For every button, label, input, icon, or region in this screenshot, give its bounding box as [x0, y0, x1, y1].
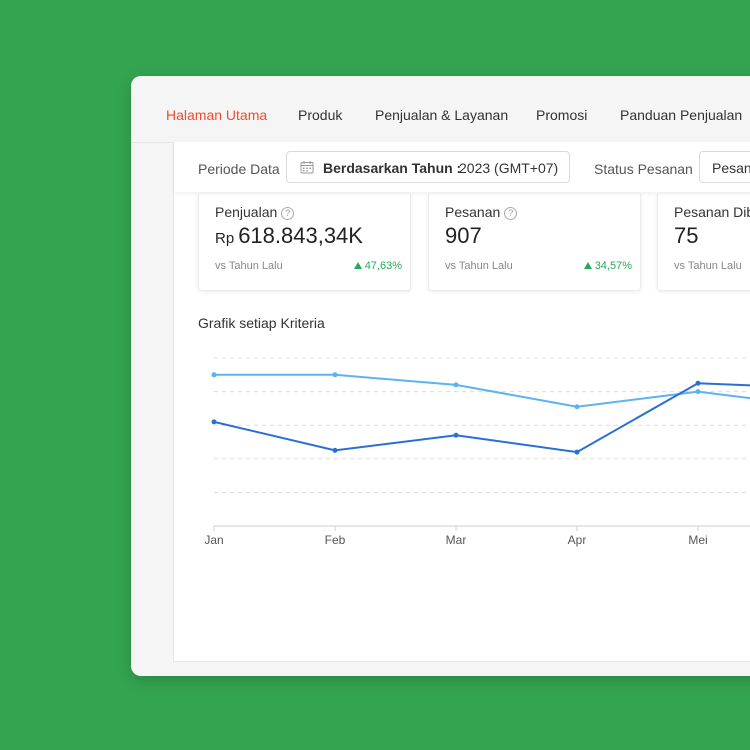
series-light-point[interactable] — [453, 382, 459, 388]
series-dark-point[interactable] — [574, 449, 580, 455]
series-light-point[interactable] — [574, 404, 580, 410]
metric-card-sales[interactable]: Penjualan? Rp 618.843,34K vs Tahun Lalu 4… — [198, 194, 411, 291]
arrow-up-icon — [353, 262, 362, 269]
order-status-select[interactable]: Pesanan — [699, 151, 750, 183]
nav-promotions[interactable]: Promosi — [536, 107, 588, 123]
series-dark-line — [213, 382, 750, 454]
series-light-point[interactable] — [211, 372, 217, 378]
series-light-point[interactable] — [332, 372, 338, 378]
calendar-icon — [300, 161, 314, 174]
order-status-label: Status Pesanan — [594, 161, 693, 177]
line-chart: JanFebMarAprMeiJun — [204, 357, 750, 547]
metric-card-cancelled[interactable]: Pesanan Dibatalkan 75 vs Tahun Lalu — [657, 194, 750, 291]
help-icon[interactable]: ? — [504, 207, 518, 220]
card-title: Penjualan? — [215, 204, 295, 220]
chart-title: Grafik setiap Kriteria — [198, 315, 325, 331]
card-value: Rp 618.843,34K — [215, 223, 363, 248]
card-value: 75 — [674, 223, 699, 248]
card-change: 47,63% — [353, 260, 402, 272]
series-dark-point[interactable] — [332, 447, 338, 453]
top-navigation: Halaman Utama Produk Penjualan & Layanan… — [131, 76, 750, 143]
nav-sales-services[interactable]: Penjualan & Layanan — [375, 107, 509, 123]
series-dark-point[interactable] — [211, 419, 217, 425]
card-value: 907 — [445, 223, 482, 248]
date-picker[interactable]: Berdasarkan Tahun : 2023 (GMT+07) — [286, 151, 570, 183]
help-icon[interactable]: ? — [281, 207, 295, 220]
series-dark-point[interactable] — [453, 432, 459, 438]
x-tick-label: Apr — [568, 533, 587, 547]
x-tick-label: Jan — [204, 533, 223, 547]
card-title: Pesanan Dibatalkan — [674, 204, 750, 220]
card-compare-label: vs Tahun Lalu — [674, 260, 742, 272]
x-tick-label: Mei — [688, 533, 707, 547]
card-change: 34,57% — [583, 260, 632, 272]
order-status-value: Pesanan — [712, 160, 750, 176]
date-range-value: 2023 (GMT+07) — [459, 160, 559, 176]
series-dark-point[interactable] — [695, 380, 701, 386]
series-light-line — [214, 373, 750, 408]
nav-products[interactable]: Produk — [298, 107, 343, 123]
x-tick-label: Feb — [325, 533, 346, 547]
period-label: Periode Data — [198, 161, 280, 177]
arrow-up-icon — [583, 262, 592, 269]
series-light-point[interactable] — [695, 389, 701, 395]
metric-card-orders[interactable]: Pesanan? 907 vs Tahun Lalu 34,57% — [428, 194, 641, 291]
app-window: Halaman Utama Produk Penjualan & Layanan… — [131, 76, 750, 676]
nav-home[interactable]: Halaman Utama — [166, 107, 268, 123]
card-compare-label: vs Tahun Lalu — [215, 260, 283, 272]
date-range-prefix: Berdasarkan Tahun : — [323, 160, 462, 176]
filter-bar: Periode Data Berdasarkan Tahun : 2023 (G… — [174, 142, 750, 192]
nav-seller-guide[interactable]: Panduan Penjualan — [620, 107, 743, 123]
main-content: Periode Data Berdasarkan Tahun : 2023 (G… — [173, 142, 750, 662]
card-title: Pesanan? — [445, 204, 518, 220]
x-tick-label: Mar — [446, 533, 467, 547]
card-compare-label: vs Tahun Lalu — [445, 260, 513, 272]
